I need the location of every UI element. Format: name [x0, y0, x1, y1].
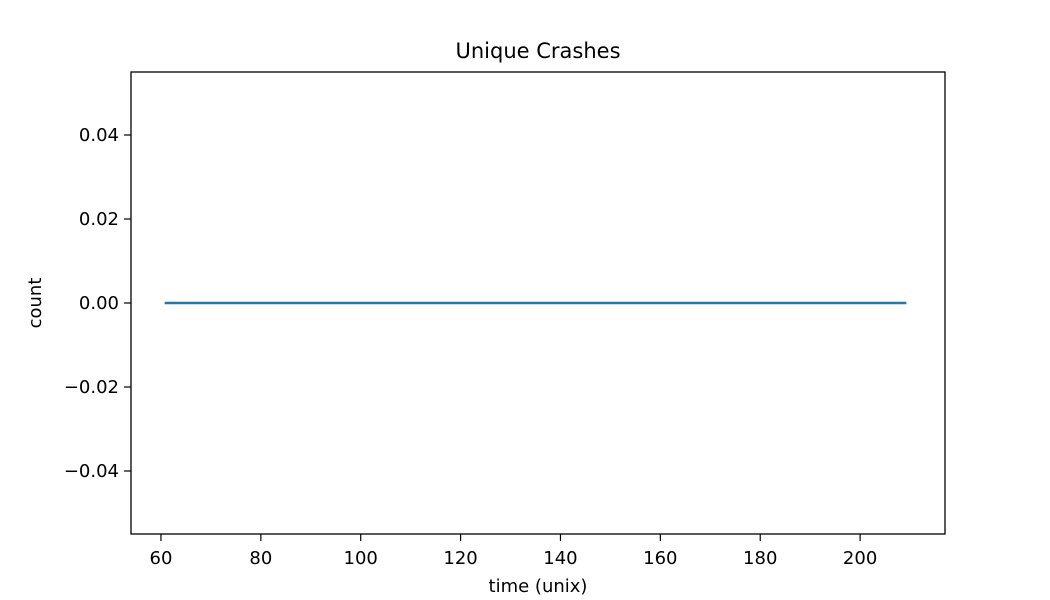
x-tick-label: 100	[344, 548, 378, 569]
y-tick-label: 0.02	[79, 209, 119, 230]
chart-title: Unique Crashes	[455, 39, 620, 63]
x-axis-label: time (unix)	[489, 576, 588, 597]
x-tick-label: 140	[543, 548, 577, 569]
x-tick-label: 80	[249, 548, 272, 569]
y-tick-label: 0.04	[79, 125, 119, 146]
x-tick-label: 180	[743, 548, 777, 569]
x-tick-label: 120	[443, 548, 477, 569]
y-tick-label: 0.00	[79, 293, 119, 314]
y-axis: −0.04 −0.02 0.00 0.02 0.04	[64, 125, 131, 482]
x-tick-label: 60	[150, 548, 173, 569]
y-axis-label: count	[25, 278, 46, 329]
x-axis: 60 80 100 120 140 160 180 200	[150, 534, 877, 569]
x-tick-label: 200	[843, 548, 877, 569]
y-tick-label: −0.04	[64, 461, 119, 482]
x-tick-label: 160	[643, 548, 677, 569]
y-tick-label: −0.02	[64, 377, 119, 398]
